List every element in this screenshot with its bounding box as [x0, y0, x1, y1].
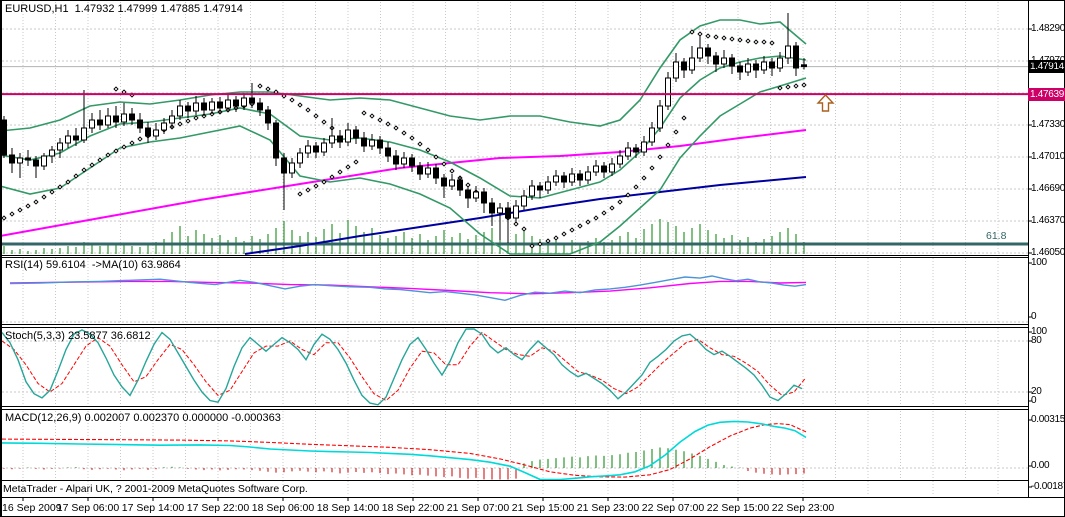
macd-scale-label: 0.00	[1031, 460, 1050, 471]
time-axis-label: 17 Sep 14:00	[121, 502, 185, 514]
price-axis-label: 1.47970	[1031, 55, 1065, 66]
price-axis-label: 1.46050	[1031, 247, 1065, 258]
price-axis-label: 1.46370	[1031, 215, 1065, 226]
time-axis-label: 22 Sep 15:00	[706, 502, 770, 514]
stoch-scale-label: 0	[1031, 395, 1037, 406]
time-axis-label: 21 Sep 15:00	[511, 502, 575, 514]
fib-618-label: 61.8	[986, 230, 1007, 242]
time-axis-label: 18 Sep 22:00	[381, 502, 445, 514]
price-axis-label: 1.47010	[1031, 151, 1065, 162]
current-price-badge: 1.47914	[1028, 60, 1065, 73]
stoch-scale-label: 80	[1031, 335, 1042, 346]
stoch-scale-label: 20	[1031, 386, 1042, 397]
time-axis-label: 21 Sep 23:00	[576, 502, 640, 514]
rsi-scale-label: 0	[1031, 311, 1037, 322]
macd-scale-label: 0.003154	[1031, 414, 1065, 425]
macd-scale-label: -0.001875	[1031, 481, 1065, 492]
copyright-text: MetaTrader - Alpari UK, ? 2001-2009 Meta…	[3, 483, 308, 495]
rsi-indicator-label: RSI(14) 59.6104 ->MA(10) 63.9864	[5, 259, 181, 271]
stoch-scale-label: 100	[1031, 326, 1047, 337]
time-axis-label: 18 Sep 14:00	[316, 502, 380, 514]
rsi-scale-label: 100	[1031, 257, 1047, 268]
price-axis-label: 1.47330	[1031, 119, 1065, 130]
hline-price-badge: 1.47639	[1028, 88, 1065, 101]
up-arrow-icon[interactable]	[814, 93, 838, 115]
price-axis-label: 1.48290	[1031, 23, 1065, 34]
time-axis-label: 22 Sep 23:00	[771, 502, 835, 514]
price-axis-label: 1.46690	[1031, 183, 1065, 194]
time-axis-label: 17 Sep 06:00	[56, 502, 120, 514]
time-axis-label: 18 Sep 06:00	[251, 502, 315, 514]
stoch-indicator-label: Stoch(5,3,3) 23.5877 36.6812	[5, 330, 151, 342]
time-axis-label: 22 Sep 07:00	[641, 502, 705, 514]
macd-indicator-label: MACD(12,26,9) 0.002007 0.002370 0.000000…	[5, 412, 281, 424]
time-axis-label: 16 Sep 2009	[2, 502, 62, 514]
time-axis-label: 17 Sep 22:00	[186, 502, 250, 514]
time-axis-label: 21 Sep 07:00	[446, 502, 510, 514]
chart-title-ohlc: EURUSD,H1 1.47932 1.47999 1.47885 1.4791…	[5, 3, 243, 15]
